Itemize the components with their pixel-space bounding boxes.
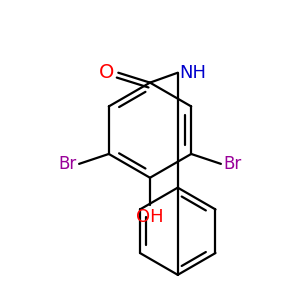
Text: Br: Br: [223, 155, 241, 173]
Text: Br: Br: [59, 155, 77, 173]
Text: NH: NH: [180, 64, 207, 82]
Text: OH: OH: [136, 208, 164, 226]
Text: O: O: [99, 63, 114, 82]
